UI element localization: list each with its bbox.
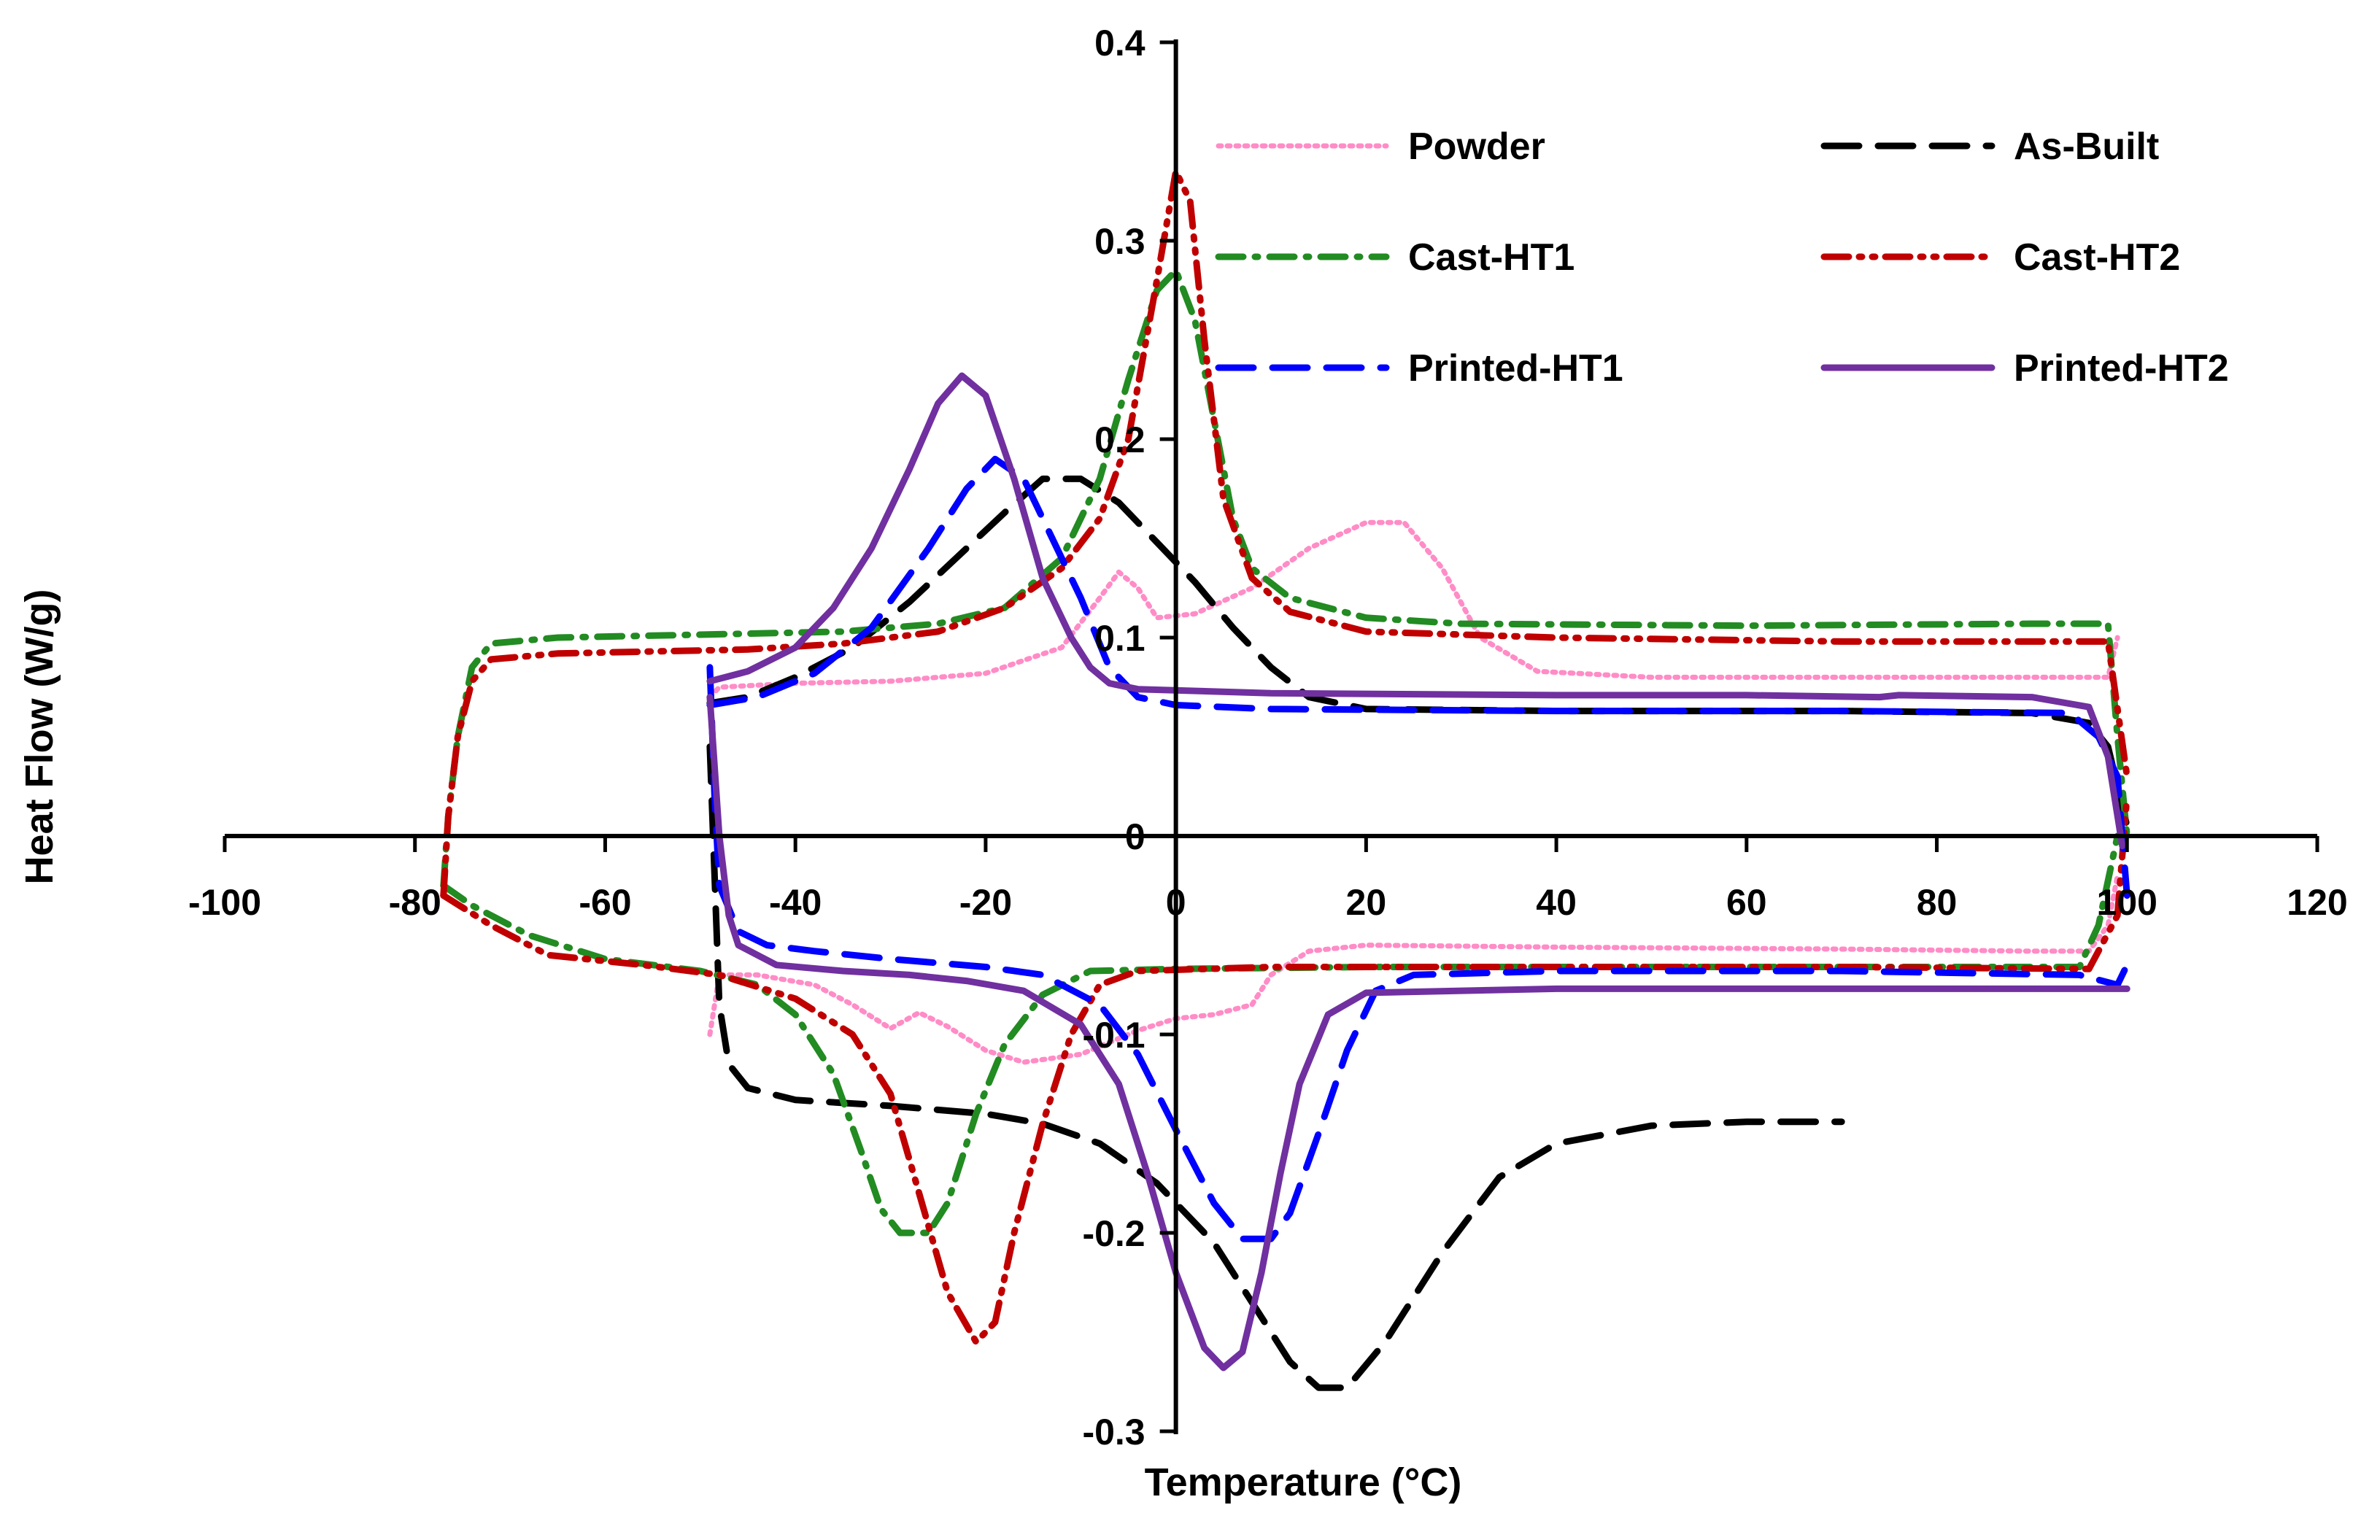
x-tick-label: -40 [769, 882, 822, 923]
legend-item-cast-ht2: Cast-HT2 [1820, 236, 2180, 279]
y-tick-label: 0.2 [1094, 419, 1145, 460]
series-line-printed-ht2-cooling [706, 372, 2126, 850]
y-tick-label: 0.4 [1094, 23, 1145, 63]
series-line-cast-ht2-cooling [440, 168, 2130, 899]
legend-item-printed-ht2: Printed-HT2 [1820, 347, 2229, 390]
y-tick-label: -0.1 [1082, 1015, 1145, 1056]
legend-label: Powder [1408, 125, 1545, 168]
x-tick-label: -60 [579, 882, 631, 923]
series-line-as-built-cooling [706, 475, 2130, 829]
y-tick-label: 0 [1125, 816, 1145, 857]
legend-item-printed-ht1: Printed-HT1 [1215, 347, 1623, 390]
axes-layer [223, 39, 2319, 1434]
x-tick-label: 80 [1917, 882, 1958, 923]
series-line-printed-ht1-heating [706, 664, 2130, 1242]
legend-label: Printed-HT1 [1408, 347, 1623, 390]
series-line-printed-ht2-heating [706, 694, 2130, 1371]
y-tick-label: 0.1 [1094, 618, 1145, 659]
legend-label: Cast-HT2 [2014, 236, 2180, 279]
series-line-powder-heating [707, 872, 2120, 1065]
series-line-cast-ht2-heating [440, 793, 2130, 1346]
series-line-powder-cooling [707, 519, 2120, 700]
y-tick-label: 0.3 [1094, 221, 1145, 262]
x-tick-label: -20 [959, 882, 1012, 923]
series-line-as-built-heating [706, 743, 1845, 1391]
series-line-cast-ht1-cooling [440, 267, 2130, 889]
legend-item-powder: Powder [1216, 125, 1545, 168]
x-tick-label: -100 [188, 882, 261, 923]
legend-label: Cast-HT1 [1408, 236, 1575, 279]
y-tick-label: -0.2 [1082, 1213, 1145, 1254]
x-tick-label: -80 [389, 882, 441, 923]
legend-item-as-built: As-Built [1820, 125, 2159, 168]
x-tick-label: 40 [1536, 882, 1577, 923]
y-axis-title: Heat Flow (W/g) [18, 589, 61, 885]
x-tick-label: 120 [2287, 882, 2347, 923]
x-tick-label: 0 [1166, 882, 1186, 923]
series-layer [440, 168, 2130, 1391]
series-line-printed-ht1-cooling [706, 455, 2130, 899]
tick-labels: -100 -80 -60 -40 -20 0 20 40 60 80 100 120 0.4 0.3 0.2… [188, 23, 2348, 1452]
legend-label: Printed-HT2 [2014, 347, 2229, 390]
legend-label: As-Built [2014, 125, 2159, 168]
x-tick-label: 100 [2097, 882, 2157, 923]
x-tick-label: 20 [1346, 882, 1387, 923]
x-tick-label: 60 [1726, 882, 1767, 923]
y-tick-label: -0.3 [1082, 1412, 1145, 1452]
legend: Powder As-Built Cast-HT1 Cast-HT2 Printed-HT… [1215, 125, 2229, 390]
legend-item-cast-ht1: Cast-HT1 [1215, 236, 1575, 279]
x-axis-title: Temperature (°C) [1145, 1460, 1462, 1504]
